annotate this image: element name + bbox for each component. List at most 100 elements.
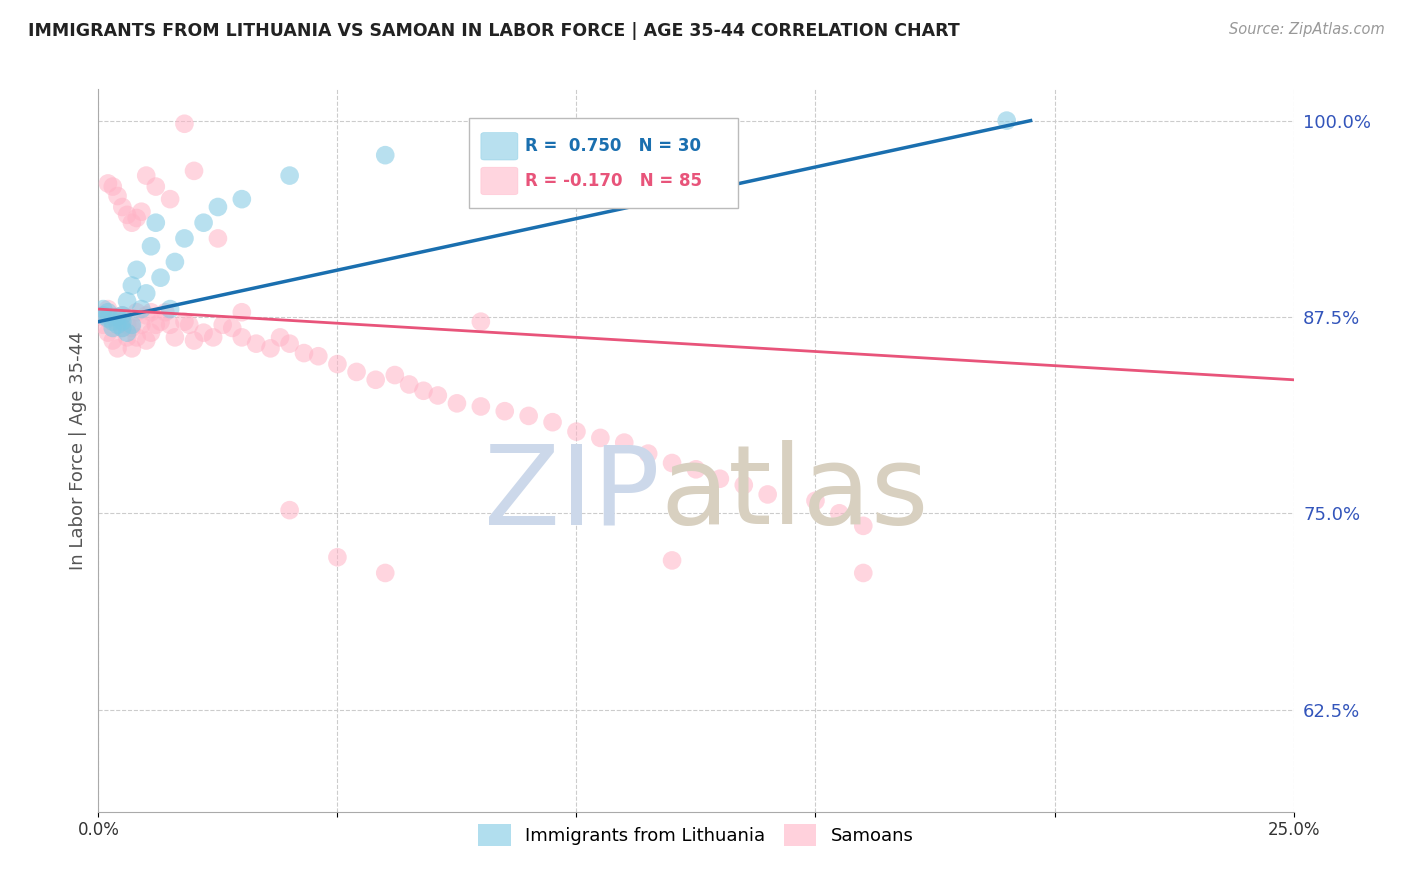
Point: [398, 377, 420, 392]
Point: [125, 211, 148, 225]
Point: [193, 216, 215, 230]
Point: [125, 263, 148, 277]
Point: [107, 315, 129, 329]
Point: [101, 334, 124, 348]
FancyBboxPatch shape: [481, 133, 517, 160]
FancyBboxPatch shape: [481, 167, 517, 194]
Point: [121, 321, 143, 335]
Point: [173, 231, 195, 245]
Point: [426, 388, 449, 402]
FancyBboxPatch shape: [470, 118, 738, 209]
Point: [111, 321, 134, 335]
Point: [804, 493, 827, 508]
Point: [101, 321, 124, 335]
Point: [111, 315, 134, 329]
Point: [173, 315, 195, 329]
Point: [661, 553, 683, 567]
Point: [159, 302, 181, 317]
Point: [101, 179, 124, 194]
Point: [245, 336, 267, 351]
Text: R = -0.170   N = 85: R = -0.170 N = 85: [524, 172, 702, 190]
Point: [207, 231, 229, 245]
Point: [470, 400, 492, 414]
Point: [101, 310, 124, 324]
Point: [97, 302, 120, 317]
Point: [111, 309, 134, 323]
Point: [115, 208, 138, 222]
Point: [231, 192, 253, 206]
Point: [101, 315, 124, 329]
Text: R =  0.750   N = 30: R = 0.750 N = 30: [524, 137, 702, 155]
Point: [183, 164, 205, 178]
Point: [292, 346, 315, 360]
Point: [374, 148, 396, 162]
Point: [412, 384, 434, 398]
Point: [828, 506, 851, 520]
Point: [131, 204, 153, 219]
Point: [97, 177, 120, 191]
Point: [364, 373, 387, 387]
Y-axis label: In Labor Force | Age 35-44: In Labor Force | Age 35-44: [69, 331, 87, 570]
Point: [111, 200, 134, 214]
Point: [374, 566, 396, 580]
Point: [115, 318, 138, 332]
Point: [145, 179, 167, 194]
Point: [517, 409, 540, 423]
Point: [269, 330, 291, 344]
Point: [97, 311, 120, 326]
Point: [107, 318, 129, 332]
Point: [111, 309, 134, 323]
Point: [121, 278, 143, 293]
Point: [756, 487, 779, 501]
Point: [637, 447, 659, 461]
Point: [709, 472, 731, 486]
Point: [613, 435, 636, 450]
Point: [107, 189, 129, 203]
Point: [125, 330, 148, 344]
Point: [278, 169, 301, 183]
Point: [121, 342, 143, 356]
Point: [91, 310, 114, 324]
Point: [91, 302, 114, 317]
Point: [125, 305, 148, 319]
Point: [97, 326, 120, 340]
Point: [135, 334, 157, 348]
Point: [139, 326, 162, 340]
Point: [995, 113, 1018, 128]
Point: [231, 305, 253, 319]
Point: [163, 330, 186, 344]
Point: [139, 305, 162, 319]
Point: [121, 216, 143, 230]
Point: [278, 503, 301, 517]
Point: [259, 342, 281, 356]
Point: [131, 318, 153, 332]
Text: IMMIGRANTS FROM LITHUANIA VS SAMOAN IN LABOR FORCE | AGE 35-44 CORRELATION CHART: IMMIGRANTS FROM LITHUANIA VS SAMOAN IN L…: [28, 22, 960, 40]
Point: [278, 336, 301, 351]
Point: [145, 216, 167, 230]
Point: [326, 357, 349, 371]
Point: [852, 566, 875, 580]
Point: [111, 321, 134, 335]
Point: [155, 305, 177, 319]
Point: [346, 365, 368, 379]
Point: [149, 270, 172, 285]
Point: [446, 396, 468, 410]
Point: [115, 330, 138, 344]
Point: [107, 342, 129, 356]
Point: [107, 310, 129, 324]
Point: [211, 318, 233, 332]
Point: [139, 239, 162, 253]
Point: [384, 368, 406, 382]
Point: [661, 456, 683, 470]
Point: [163, 255, 186, 269]
Point: [159, 318, 181, 332]
Point: [173, 117, 195, 131]
Point: [135, 286, 157, 301]
Point: [131, 302, 153, 317]
Text: Source: ZipAtlas.com: Source: ZipAtlas.com: [1229, 22, 1385, 37]
Point: [115, 326, 138, 340]
Point: [121, 318, 143, 332]
Legend: Immigrants from Lithuania, Samoans: Immigrants from Lithuania, Samoans: [471, 817, 921, 854]
Point: [159, 192, 181, 206]
Point: [135, 309, 157, 323]
